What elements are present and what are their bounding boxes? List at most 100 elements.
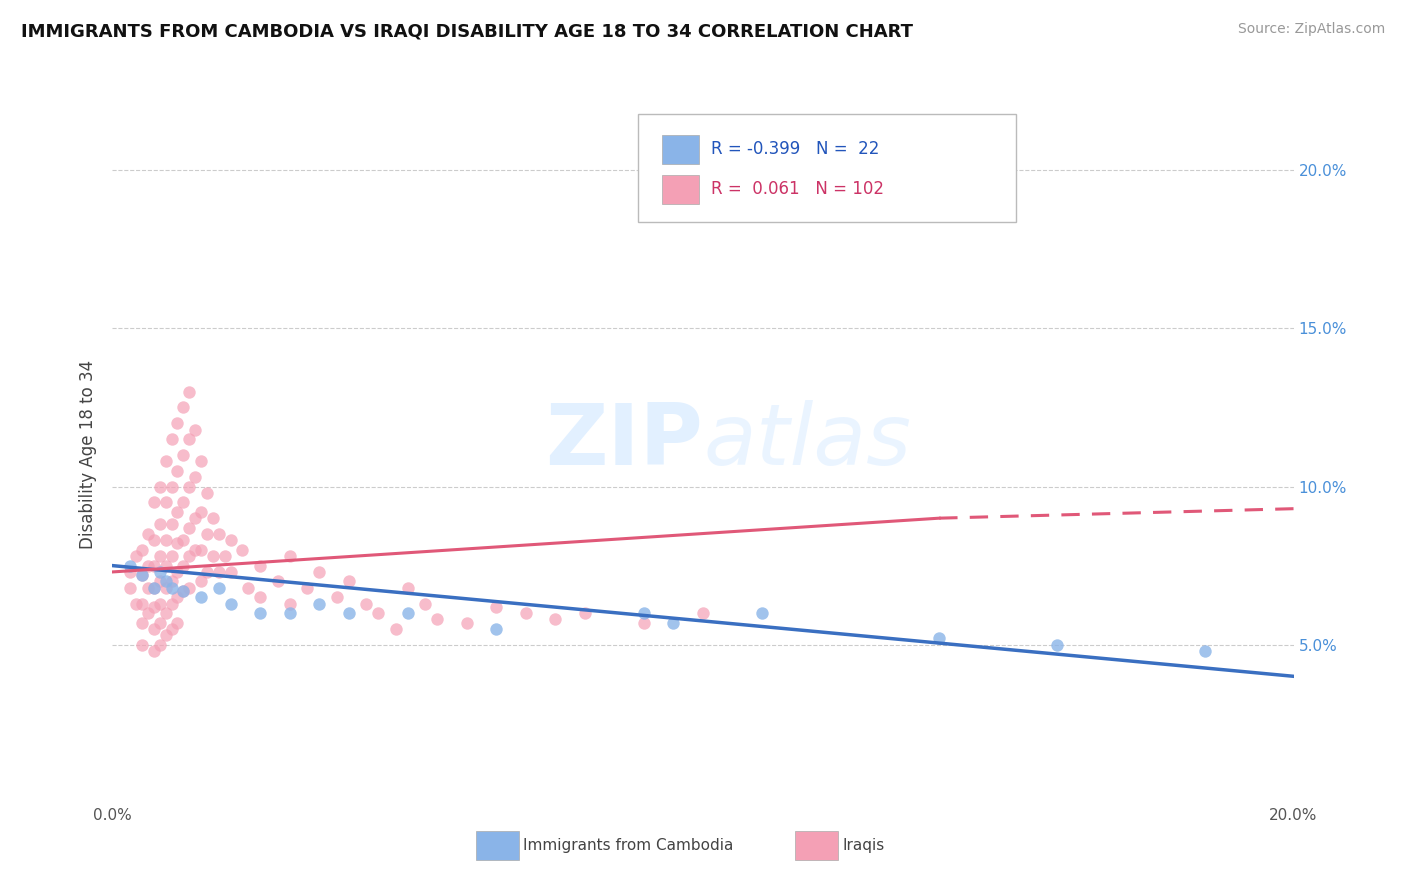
Point <box>201 511 224 525</box>
Point <box>149 615 172 630</box>
Point <box>278 549 301 563</box>
Point <box>297 581 319 595</box>
Point <box>136 581 159 595</box>
Point <box>131 568 153 582</box>
Point <box>155 495 177 509</box>
Point <box>415 597 437 611</box>
Point <box>179 581 201 595</box>
Point <box>136 527 159 541</box>
Point <box>155 581 177 595</box>
Point <box>179 432 201 446</box>
Text: Source: ZipAtlas.com: Source: ZipAtlas.com <box>1237 22 1385 37</box>
Point <box>201 549 224 563</box>
Point <box>166 565 188 579</box>
Point <box>155 574 177 589</box>
Point <box>485 622 508 636</box>
Point <box>160 574 183 589</box>
Point <box>160 479 183 493</box>
Point <box>208 581 231 595</box>
FancyBboxPatch shape <box>638 114 1017 222</box>
Text: Immigrants from Cambodia: Immigrants from Cambodia <box>523 838 734 853</box>
Point <box>208 527 231 541</box>
Point <box>149 549 172 563</box>
Point <box>172 448 194 462</box>
Point <box>142 581 165 595</box>
Text: Iraqis: Iraqis <box>842 838 884 853</box>
Point <box>195 565 218 579</box>
Point <box>179 549 201 563</box>
Point <box>131 597 153 611</box>
Point <box>231 542 253 557</box>
Point <box>485 599 508 614</box>
Y-axis label: Disability Age 18 to 34: Disability Age 18 to 34 <box>79 360 97 549</box>
Point <box>214 549 236 563</box>
Point <box>142 622 165 636</box>
Point <box>1046 638 1069 652</box>
Point <box>195 486 218 500</box>
Point <box>544 612 567 626</box>
Point <box>184 423 207 437</box>
Point <box>195 527 218 541</box>
Point <box>337 606 360 620</box>
FancyBboxPatch shape <box>477 830 519 860</box>
Point <box>515 606 537 620</box>
Point <box>142 599 165 614</box>
Point <box>166 464 188 478</box>
Point <box>172 583 194 598</box>
Point <box>120 565 142 579</box>
Point <box>396 581 419 595</box>
Point <box>172 495 194 509</box>
Point <box>219 565 242 579</box>
Point <box>120 581 142 595</box>
Point <box>278 597 301 611</box>
Point <box>190 591 212 605</box>
Point <box>142 533 165 548</box>
Point <box>692 606 714 620</box>
Point <box>179 521 201 535</box>
Point <box>120 558 142 573</box>
Point <box>337 574 360 589</box>
Point <box>172 401 194 415</box>
Point <box>136 558 159 573</box>
Point <box>142 558 165 573</box>
Point <box>1194 644 1216 658</box>
Point <box>928 632 950 646</box>
Point <box>208 565 231 579</box>
Text: atlas: atlas <box>703 400 911 483</box>
Point <box>155 558 177 573</box>
Point <box>267 574 290 589</box>
Point <box>136 606 159 620</box>
Point <box>751 606 773 620</box>
Point <box>179 479 201 493</box>
Point <box>367 606 389 620</box>
Point <box>249 591 271 605</box>
Point <box>184 542 207 557</box>
Point <box>131 638 153 652</box>
Point <box>238 581 260 595</box>
Point <box>190 574 212 589</box>
Point <box>219 597 242 611</box>
Point <box>125 597 148 611</box>
Point <box>356 597 378 611</box>
Point <box>131 568 153 582</box>
Point <box>456 615 478 630</box>
Point <box>190 454 212 468</box>
Point <box>278 606 301 620</box>
Point <box>142 495 165 509</box>
Point <box>149 565 172 579</box>
Point <box>125 549 148 563</box>
Point <box>149 517 172 532</box>
Point <box>249 558 271 573</box>
Point <box>160 581 183 595</box>
Point <box>172 583 194 598</box>
Point <box>166 536 188 550</box>
Point <box>179 384 201 399</box>
FancyBboxPatch shape <box>796 830 838 860</box>
Point <box>166 417 188 431</box>
Text: R =  0.061   N = 102: R = 0.061 N = 102 <box>711 180 884 198</box>
Point <box>142 581 165 595</box>
Point <box>160 622 183 636</box>
Point <box>149 638 172 652</box>
Point <box>155 454 177 468</box>
Point <box>166 505 188 519</box>
